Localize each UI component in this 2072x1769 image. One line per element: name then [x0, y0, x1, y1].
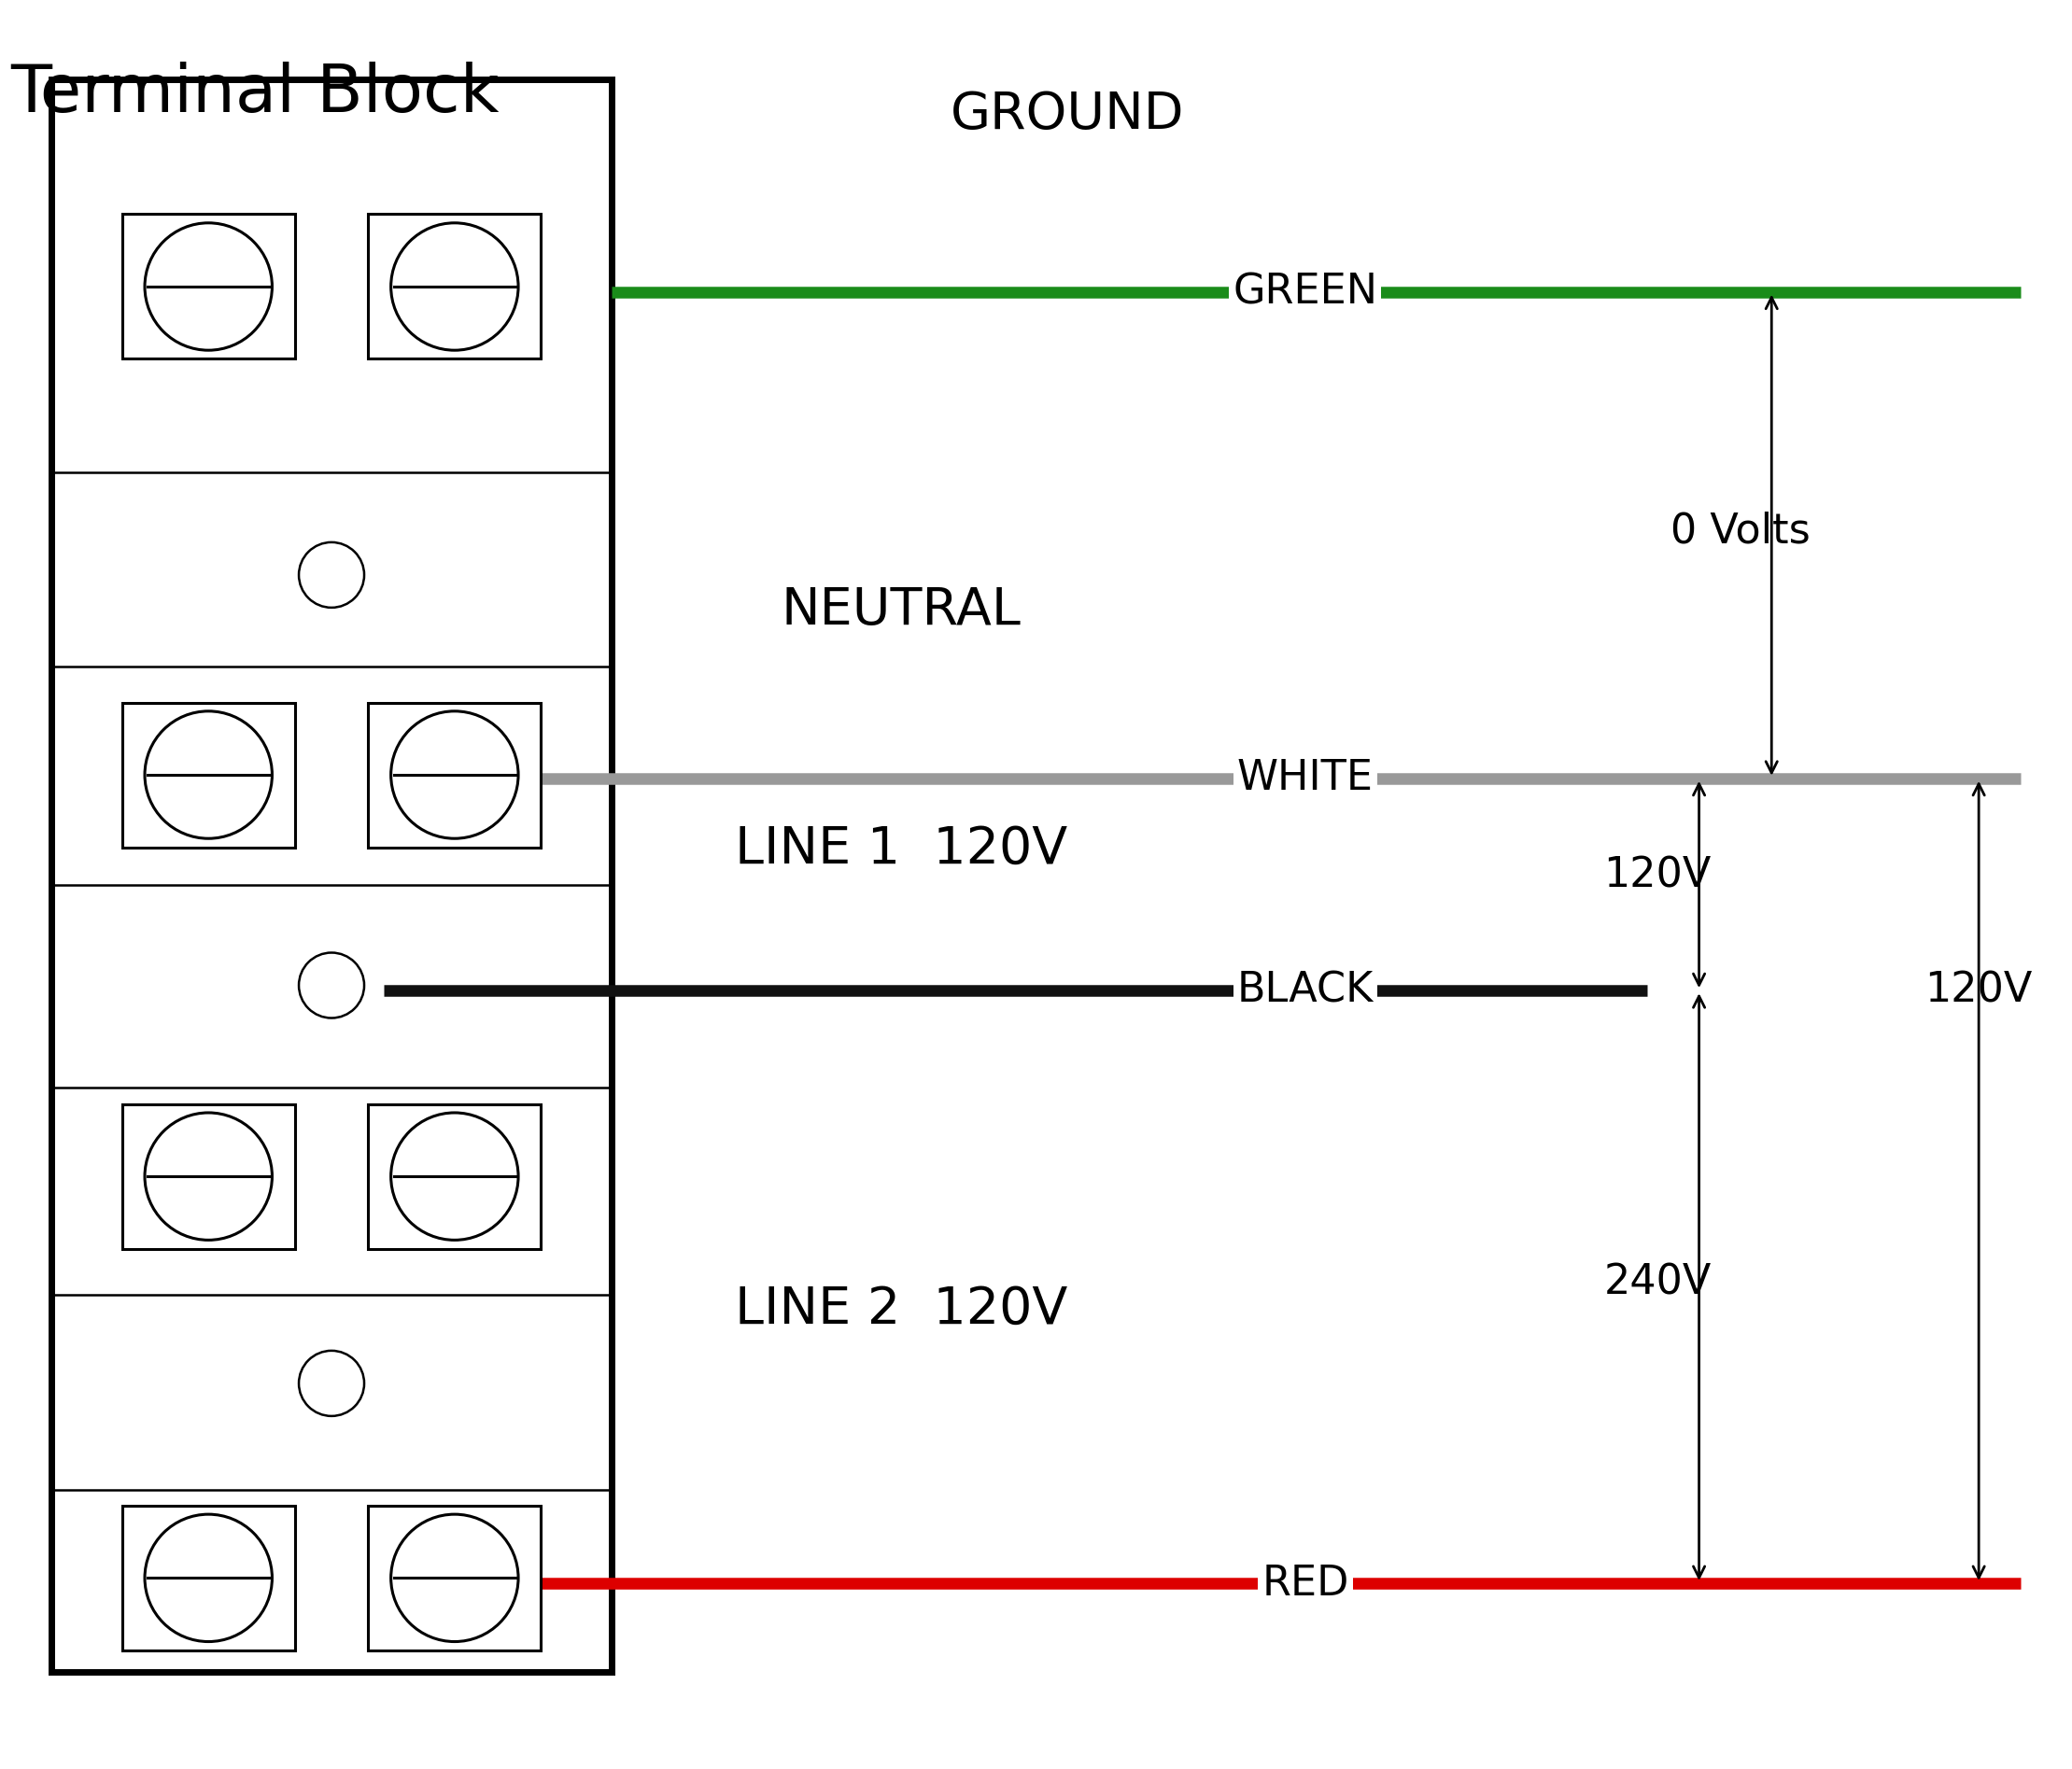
- Text: 0 Volts: 0 Volts: [1670, 511, 1811, 550]
- Circle shape: [145, 1113, 271, 1240]
- Text: Terminal Block: Terminal Block: [10, 62, 499, 126]
- Bar: [122, 702, 294, 847]
- Circle shape: [145, 711, 271, 839]
- Bar: [369, 214, 541, 359]
- Circle shape: [145, 1514, 271, 1642]
- Bar: [122, 1104, 294, 1249]
- Bar: [369, 1104, 541, 1249]
- Bar: [122, 214, 294, 359]
- Bar: [122, 1505, 294, 1650]
- Text: GROUND: GROUND: [951, 90, 1183, 140]
- Bar: [52, 80, 611, 1672]
- Text: 120V: 120V: [1925, 971, 2033, 1010]
- Circle shape: [392, 1113, 518, 1240]
- Text: RED: RED: [1262, 1564, 1349, 1603]
- Circle shape: [392, 711, 518, 839]
- Circle shape: [298, 543, 365, 607]
- Circle shape: [392, 1514, 518, 1642]
- Text: LINE 1  120V: LINE 1 120V: [736, 824, 1067, 874]
- Circle shape: [298, 953, 365, 1017]
- Text: 120V: 120V: [1604, 856, 1711, 895]
- Text: LINE 2  120V: LINE 2 120V: [736, 1284, 1067, 1334]
- Bar: [369, 702, 541, 847]
- Circle shape: [298, 1352, 365, 1415]
- Bar: [369, 1505, 541, 1650]
- Text: GREEN: GREEN: [1233, 272, 1378, 311]
- Text: NEUTRAL: NEUTRAL: [781, 586, 1021, 635]
- Circle shape: [392, 223, 518, 350]
- Text: WHITE: WHITE: [1237, 759, 1374, 798]
- Text: 240V: 240V: [1604, 1263, 1711, 1302]
- Circle shape: [145, 223, 271, 350]
- Text: BLACK: BLACK: [1237, 971, 1374, 1010]
